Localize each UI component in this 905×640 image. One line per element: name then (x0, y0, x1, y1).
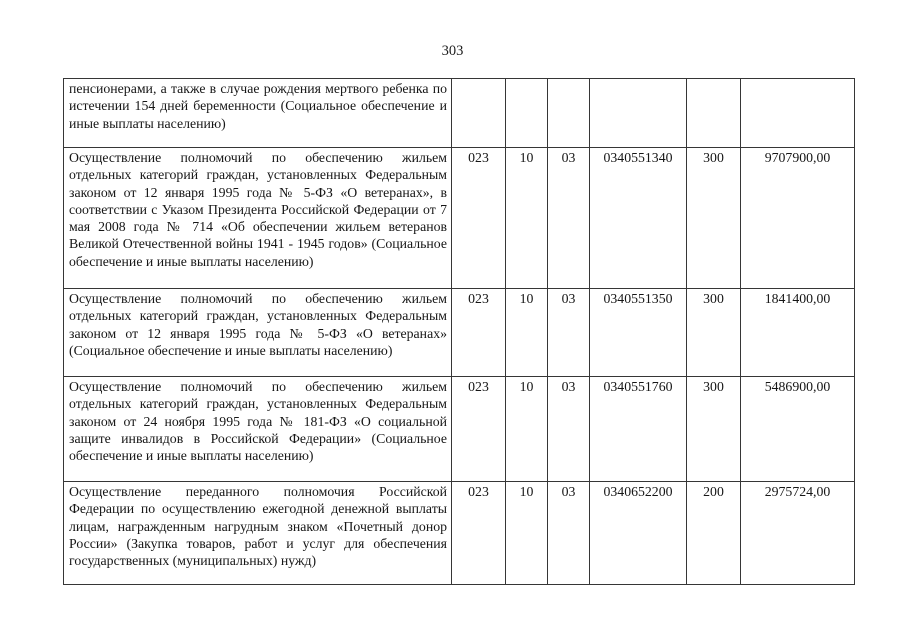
row-cell-grbs-code: 023 (451, 147, 506, 289)
row-cell-grbs-code: 023 (451, 288, 506, 377)
budget-table-body: пенсионерами, а также в случае рождения … (63, 78, 855, 585)
table-row: Осуществление полномочий по обеспечению … (63, 288, 855, 377)
row-cell-section-code: 10 (505, 481, 548, 585)
row-cell-target-article-code: 0340551760 (589, 376, 687, 482)
row-cell-grbs-code (451, 78, 506, 148)
row-cell-expense-type-code (686, 78, 741, 148)
row-cell-section-code: 10 (505, 376, 548, 482)
row-cell-amount: 2975724,00 (740, 481, 855, 585)
table-row: пенсионерами, а также в случае рождения … (63, 78, 855, 148)
row-cell-amount: 9707900,00 (740, 147, 855, 289)
row-cell-expense-type-code: 300 (686, 147, 741, 289)
row-description: Осуществление переданного полномочия Рос… (63, 481, 452, 585)
table-row: Осуществление полномочий по обеспечению … (63, 376, 855, 482)
row-cell-subsection-code: 03 (547, 376, 590, 482)
row-cell-amount: 5486900,00 (740, 376, 855, 482)
row-cell-target-article-code: 0340551350 (589, 288, 687, 377)
row-cell-subsection-code: 03 (547, 481, 590, 585)
row-cell-grbs-code: 023 (451, 481, 506, 585)
page-number: 303 (441, 43, 464, 59)
row-cell-section-code: 10 (505, 288, 548, 377)
row-cell-expense-type-code: 300 (686, 376, 741, 482)
row-cell-subsection-code: 03 (547, 147, 590, 289)
row-cell-subsection-code: 03 (547, 288, 590, 377)
row-cell-target-article-code: 0340551340 (589, 147, 687, 289)
row-description: Осуществление полномочий по обеспечению … (63, 376, 452, 482)
row-cell-amount (740, 78, 855, 148)
row-cell-subsection-code (547, 78, 590, 148)
row-cell-target-article-code (589, 78, 687, 148)
row-description: пенсионерами, а также в случае рождения … (63, 78, 452, 148)
row-cell-expense-type-code: 300 (686, 288, 741, 377)
table-row: Осуществление полномочий по обеспечению … (63, 147, 855, 289)
row-description: Осуществление полномочий по обеспечению … (63, 288, 452, 377)
row-cell-target-article-code: 0340652200 (589, 481, 687, 585)
row-cell-expense-type-code: 200 (686, 481, 741, 585)
row-cell-section-code: 10 (505, 147, 548, 289)
table-row: Осуществление переданного полномочия Рос… (63, 481, 855, 585)
row-cell-section-code (505, 78, 548, 148)
row-cell-amount: 1841400,00 (740, 288, 855, 377)
row-description: Осуществление полномочий по обеспечению … (63, 147, 452, 289)
budget-expenditures-table: пенсионерами, а также в случае рождения … (63, 78, 855, 585)
row-cell-grbs-code: 023 (451, 376, 506, 482)
